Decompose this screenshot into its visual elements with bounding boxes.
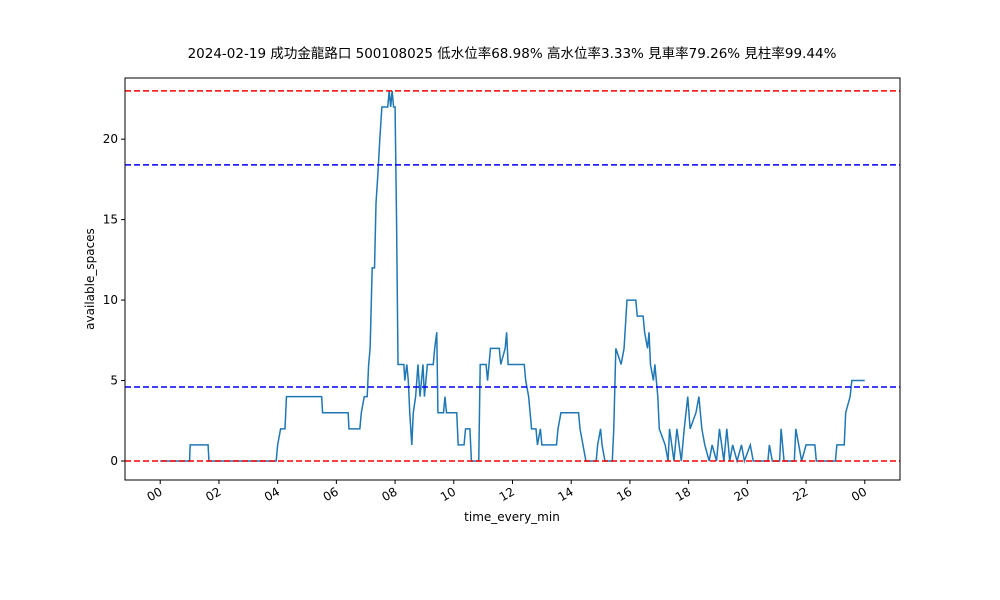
x-tick-label: 04: [262, 484, 282, 504]
x-tick-label: 06: [321, 484, 341, 504]
y-tick-label: 0: [110, 454, 118, 468]
x-tick-label: 14: [555, 484, 575, 504]
y-tick-label: 10: [103, 293, 118, 307]
x-tick-label: 12: [497, 484, 517, 504]
x-tick-label: 00: [849, 484, 869, 504]
chart-title: 2024-02-19 成功金龍路口 500108025 低水位率68.98% 高…: [188, 45, 837, 62]
x-tick-label: 22: [790, 484, 810, 504]
y-tick-label: 15: [103, 213, 118, 227]
x-tick-label: 02: [203, 484, 223, 504]
x-tick-label: 16: [614, 484, 634, 504]
data-line: [160, 90, 865, 464]
x-tick-label: 10: [438, 484, 458, 504]
plot-frame: [124, 77, 901, 481]
x-tick-label: 20: [732, 484, 752, 504]
y-axis-label: available_spaces: [83, 228, 97, 330]
y-tick-label: 5: [110, 374, 118, 388]
x-tick-label: 00: [144, 484, 164, 504]
x-tick-label: 08: [379, 484, 399, 504]
x-axis-label: time_every_min: [464, 510, 560, 524]
x-tick-label: 18: [673, 484, 693, 504]
y-tick-label: 20: [103, 132, 118, 146]
